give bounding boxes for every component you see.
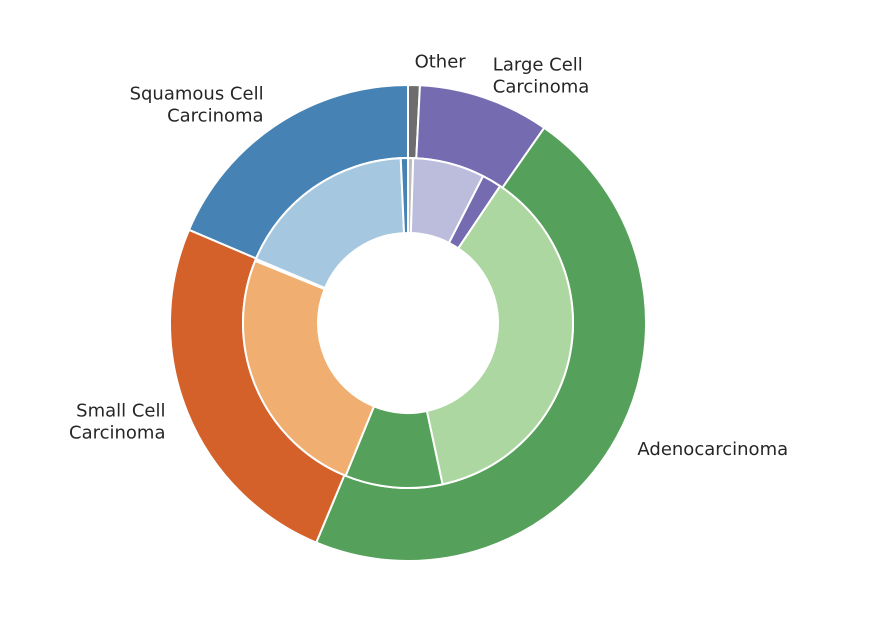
label-line: Other — [415, 51, 467, 72]
label-line: Small Cell — [76, 401, 165, 422]
label-small-cell-carcinoma: Small Cell Carcinoma — [69, 401, 166, 444]
inner-slice-small-cell-carcinoma-5 — [242, 259, 375, 477]
slice-labels: Other Large Cell CarcinomaAdenocarcinomaSm… — [69, 51, 788, 460]
label-other: Other — [415, 51, 467, 72]
inner-slice-squamous-cell-carcinoma-8 — [399, 157, 409, 235]
label-squamous-cell-carcinoma: Squamous Cell Carcinoma — [130, 84, 264, 127]
inner-slice-squamous-cell-carcinoma-7 — [254, 157, 406, 290]
label-adenocarcinoma: Adenocarcinoma — [637, 439, 788, 460]
label-line: Large Cell — [493, 54, 583, 75]
inner-ring — [242, 157, 574, 489]
label-large-cell-carcinoma: Large Cell Carcinoma — [493, 54, 590, 97]
label-line: Squamous Cell — [130, 84, 264, 105]
outer-ring — [169, 84, 648, 562]
inner-slice-adenocarcinoma-3 — [425, 185, 574, 486]
label-line: Carcinoma — [167, 106, 264, 127]
label-line: Carcinoma — [493, 76, 590, 97]
label-line: Carcinoma — [69, 423, 166, 444]
label-line: Adenocarcinoma — [637, 439, 788, 460]
